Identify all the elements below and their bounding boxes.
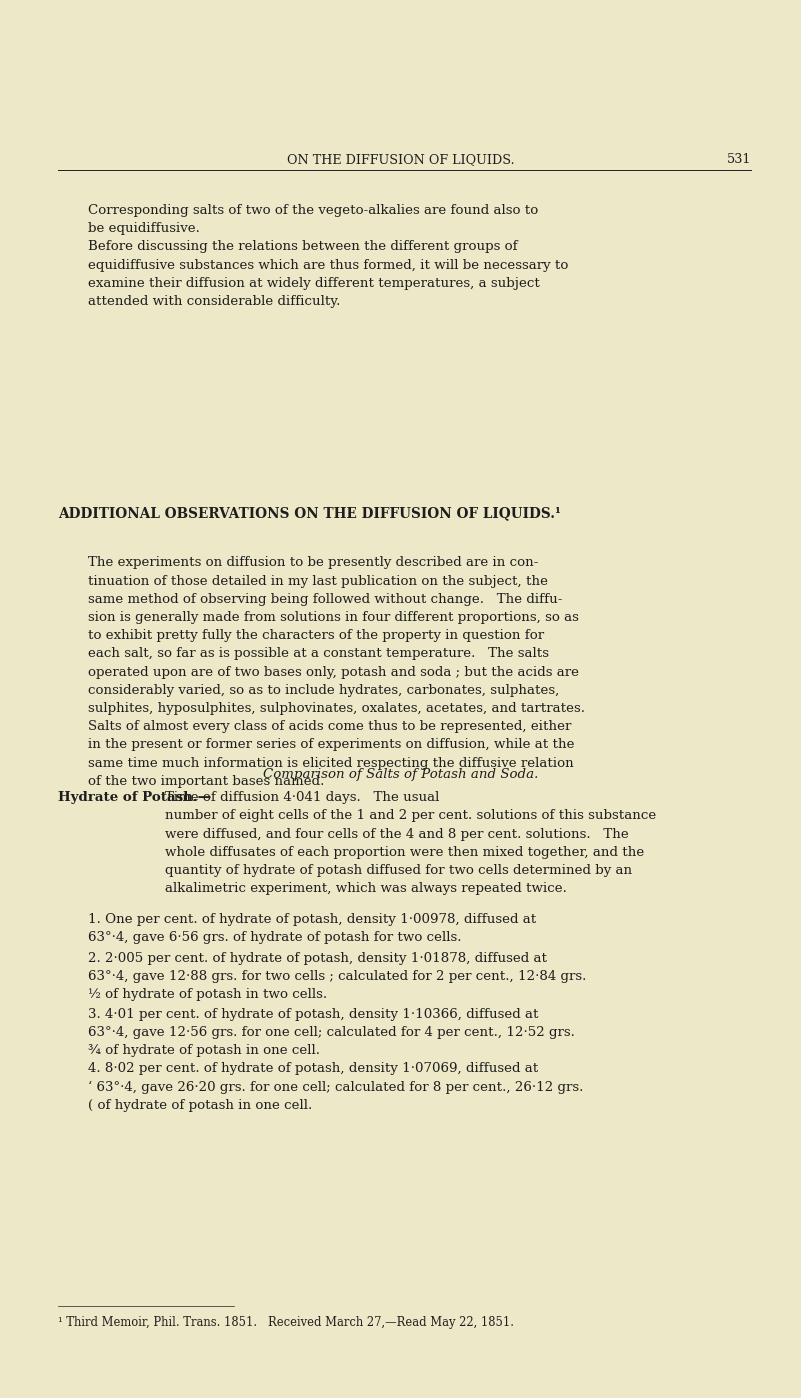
Text: The experiments on diffusion to be presently described are in con-
tinuation of : The experiments on diffusion to be prese… (88, 556, 585, 788)
Text: 531: 531 (727, 152, 751, 166)
Text: ¹ Third Memoir, Phil. Trans. 1851.   Received March 27,—Read May 22, 1851.: ¹ Third Memoir, Phil. Trans. 1851. Recei… (58, 1316, 513, 1328)
Text: 4. 8·02 per cent. of hydrate of potash, density 1·07069, diffused at
‘ 63°·4, ga: 4. 8·02 per cent. of hydrate of potash, … (88, 1062, 583, 1113)
Text: 2. 2·005 per cent. of hydrate of potash, density 1·01878, diffused at
63°·4, gav: 2. 2·005 per cent. of hydrate of potash,… (88, 952, 586, 1001)
Text: 1. One per cent. of hydrate of potash, density 1·00978, diffused at
63°·4, gave : 1. One per cent. of hydrate of potash, d… (88, 913, 537, 944)
Text: Corresponding salts of two of the vegeto-alkalies are found also to
be equidiffu: Corresponding salts of two of the vegeto… (88, 204, 538, 235)
Text: ADDITIONAL OBSERVATIONS ON THE DIFFUSION OF LIQUIDS.¹: ADDITIONAL OBSERVATIONS ON THE DIFFUSION… (58, 506, 561, 520)
Text: Before discussing the relations between the different groups of
equidiffusive su: Before discussing the relations between … (88, 240, 569, 308)
Text: Time of diffusion 4·041 days.   The usual
number of eight cells of the 1 and 2 p: Time of diffusion 4·041 days. The usual … (165, 791, 656, 895)
Text: Comparison of Salts of Potash and Soda.: Comparison of Salts of Potash and Soda. (263, 768, 538, 780)
Text: ON THE DIFFUSION OF LIQUIDS.: ON THE DIFFUSION OF LIQUIDS. (287, 152, 514, 166)
Text: 3. 4·01 per cent. of hydrate of potash, density 1·10366, diffused at
63°·4, gave: 3. 4·01 per cent. of hydrate of potash, … (88, 1008, 575, 1057)
Text: Hydrate of Potash.—: Hydrate of Potash.— (58, 791, 211, 804)
